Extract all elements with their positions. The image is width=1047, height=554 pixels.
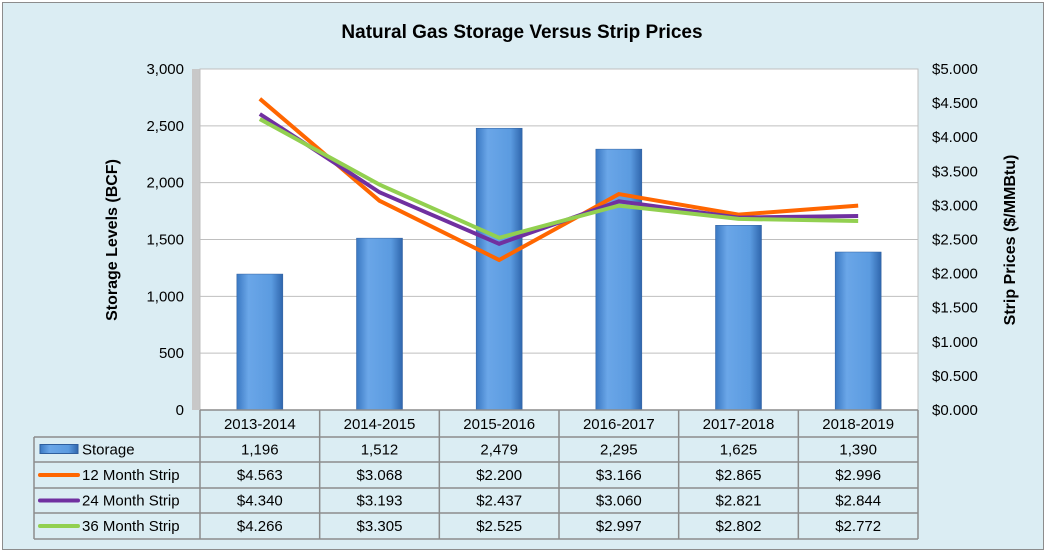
storage-bar [595, 148, 643, 411]
storage-bar [715, 225, 762, 411]
legend-label: 12 Month Strip [82, 467, 180, 484]
data-label: $2.996 [835, 467, 881, 484]
x-tick-label: 2015-2016 [463, 416, 535, 433]
y2-tick-label: $3.000 [932, 197, 978, 214]
data-table: 2013-2014 2014-2015 2015-2016 2016-2017 2017… [33, 409, 919, 540]
legend-label: Storage [82, 442, 135, 459]
data-label: $2.997 [596, 518, 642, 535]
legend-label: 36 Month Strip [82, 518, 180, 535]
line-36-month-strip [258, 117, 859, 240]
y2-tick-label: $1.000 [932, 334, 978, 351]
y2-tick-label: $0.000 [932, 402, 978, 419]
plot-area: 0 500 1,000 1,500 2,000 2,500 3,000 $0.000 $0.50… [146, 61, 977, 419]
legend-key-storage [39, 444, 79, 454]
storage-bar [834, 251, 882, 411]
data-label: 2,479 [480, 442, 518, 459]
x-tick-label: 2018-2019 [822, 416, 894, 433]
x-tick-label: 2014-2015 [344, 416, 416, 433]
data-label: $2.525 [476, 518, 522, 535]
y2-tick-label: $4.500 [932, 95, 978, 112]
data-label: $2.844 [835, 493, 881, 510]
chart-title: Natural Gas Storage Versus Strip Prices [341, 22, 702, 43]
storage-bar [236, 273, 284, 411]
y2-tick-label: $3.500 [932, 163, 978, 180]
data-label: $3.166 [596, 467, 642, 484]
data-label: 1,196 [241, 442, 279, 459]
data-label: $3.305 [357, 518, 403, 535]
data-label: $2.437 [476, 493, 522, 510]
y-axis-title: Storage Levels (BCF) [104, 159, 121, 321]
data-label: $2.772 [835, 518, 881, 535]
data-label: $2.821 [716, 493, 762, 510]
y-tick-label: 2,000 [146, 175, 184, 192]
y2-tick-label: $0.500 [932, 368, 978, 385]
y2-tick-label: $2.000 [932, 266, 978, 283]
data-label: 1,512 [361, 442, 399, 459]
y2-axis-title: Strip Prices ($/MMBtu) [1002, 155, 1019, 326]
data-label: $2.865 [716, 467, 762, 484]
data-label: $3.068 [357, 467, 403, 484]
y-tick-label: 1,500 [146, 232, 184, 249]
legend-label: 24 Month Strip [82, 493, 180, 510]
storage-bar [475, 127, 523, 411]
data-label: $2.802 [716, 518, 762, 535]
y-tick-label: 1,000 [146, 288, 184, 305]
data-label: $4.340 [237, 493, 283, 510]
y2-tick-label: $1.500 [932, 300, 978, 317]
data-label: $3.193 [357, 493, 403, 510]
data-label: $2.200 [476, 467, 522, 484]
y2-tick-label: $5.000 [932, 61, 978, 78]
data-label: $3.060 [596, 493, 642, 510]
data-label: 1,390 [839, 442, 877, 459]
storage-bar [356, 237, 403, 411]
x-tick-label: 2013-2014 [224, 416, 296, 433]
data-label: 2,295 [600, 442, 638, 459]
data-label: $4.266 [237, 518, 283, 535]
y-tick-label: 0 [176, 402, 184, 419]
x-tick-label: 2016-2017 [583, 416, 655, 433]
data-label: $4.563 [237, 467, 283, 484]
y-tick-label: 500 [159, 345, 184, 362]
y2-tick-label: $4.000 [932, 129, 978, 146]
data-label: 1,625 [720, 442, 758, 459]
y2-tick-label: $2.500 [932, 232, 978, 249]
line-12-month-strip [258, 97, 859, 263]
y-tick-label: 2,500 [146, 118, 184, 135]
x-tick-label: 2017-2018 [703, 416, 775, 433]
plot-side-wall [192, 69, 200, 410]
y-tick-label: 3,000 [146, 61, 184, 78]
